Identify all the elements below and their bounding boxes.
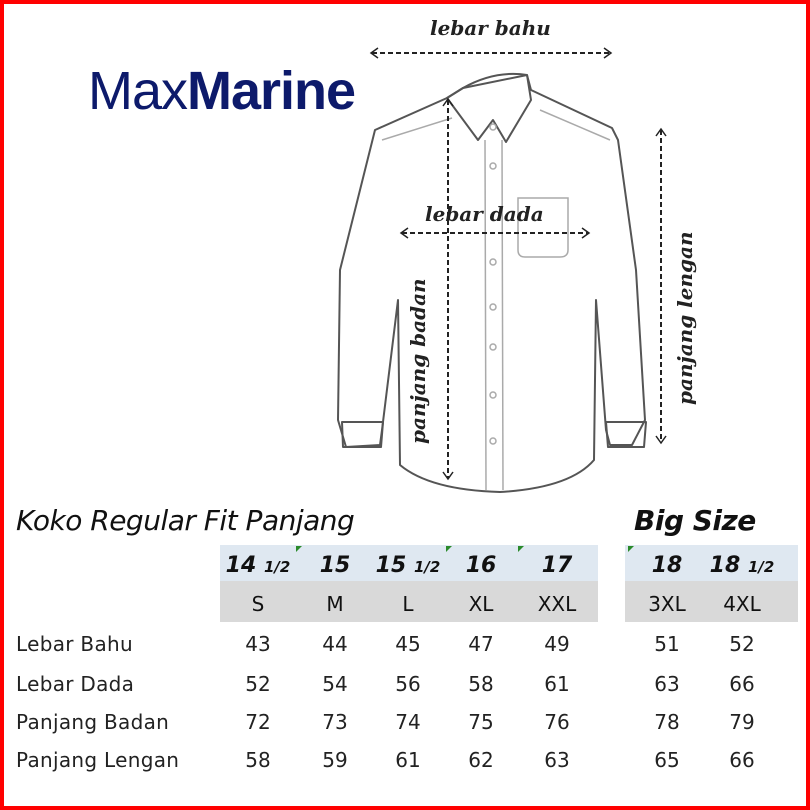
collar-whole: 15 <box>319 553 351 578</box>
placket <box>484 139 504 491</box>
label-panjang-lengan: panjang lengan <box>673 231 697 405</box>
cell-marker <box>628 546 634 552</box>
collar-fraction: 1/2 <box>413 558 441 576</box>
table-title: Koko Regular Fit Panjang <box>16 504 355 537</box>
table-cell: 66 <box>729 748 755 772</box>
label-lebar-dada: lebar dada <box>425 202 544 226</box>
size-label: XXL <box>537 592 577 616</box>
row-label: Lebar Bahu <box>16 632 133 656</box>
size-band-big <box>625 581 798 622</box>
row-label: Panjang Badan <box>16 710 170 734</box>
size-label: L <box>402 592 414 616</box>
brand-part1: Max <box>88 61 188 121</box>
table-cell: 79 <box>729 710 755 734</box>
table-cell: 78 <box>654 710 680 734</box>
size-band-regular <box>220 581 598 622</box>
table-cell: 76 <box>544 710 570 734</box>
table-cell: 58 <box>468 672 494 696</box>
collar-fraction: 1/2 <box>747 558 775 576</box>
size-label: 3XL <box>648 592 686 616</box>
table-cell: 51 <box>654 632 680 656</box>
cell-marker <box>296 546 302 552</box>
brand-logo: MaxMarine <box>88 60 356 122</box>
table-cell: 54 <box>322 672 348 696</box>
table-cell: 62 <box>468 748 494 772</box>
cell-marker <box>518 546 524 552</box>
collar-size: 15 1/2 <box>373 553 443 578</box>
shirt-diagram <box>337 47 667 493</box>
collar-band-regular <box>220 545 598 581</box>
table-cell: 45 <box>395 632 421 656</box>
collar-size: 14 1/2 <box>223 553 293 578</box>
table-cell: 59 <box>322 748 348 772</box>
table-cell: 52 <box>245 672 271 696</box>
brand-part2: Marine <box>187 61 356 121</box>
table-cell: 61 <box>395 748 421 772</box>
table-cell: 44 <box>322 632 348 656</box>
right-cuff <box>605 421 647 448</box>
table-cell: 63 <box>544 748 570 772</box>
table-cell: 43 <box>245 632 271 656</box>
collar-whole: 18 <box>709 553 741 578</box>
table-cell: 65 <box>654 748 680 772</box>
collar-whole: 17 <box>541 553 573 578</box>
collar-whole: 16 <box>465 553 497 578</box>
shirt-outline <box>337 74 646 493</box>
pocket <box>517 197 569 258</box>
row-label: Lebar Dada <box>16 672 135 696</box>
collar-size: 16 <box>446 553 516 578</box>
collar-size: 18 <box>632 553 702 578</box>
table-cell: 63 <box>654 672 680 696</box>
collar-whole: 15 <box>375 553 407 578</box>
size-label: S <box>251 592 265 616</box>
size-label: 4XL <box>723 592 761 616</box>
left-cuff <box>341 421 384 448</box>
shirt-collar <box>446 72 532 143</box>
table-cell: 73 <box>322 710 348 734</box>
size-label: M <box>326 592 344 616</box>
label-panjang-badan: panjang badan <box>406 278 430 444</box>
table-cell: 61 <box>544 672 570 696</box>
table-cell: 58 <box>245 748 271 772</box>
collar-whole: 14 <box>225 553 257 578</box>
collar-size: 17 <box>522 553 592 578</box>
table-cell: 52 <box>729 632 755 656</box>
label-lebar-bahu: lebar bahu <box>430 16 551 40</box>
table-cell: 75 <box>468 710 494 734</box>
size-label: XL <box>468 592 494 616</box>
collar-fraction: 1/2 <box>263 558 291 576</box>
big-size-title: Big Size <box>634 504 756 537</box>
table-cell: 56 <box>395 672 421 696</box>
table-cell: 66 <box>729 672 755 696</box>
collar-size: 18 1/2 <box>707 553 777 578</box>
collar-size: 15 <box>300 553 370 578</box>
cell-marker <box>446 546 452 552</box>
collar-whole: 18 <box>651 553 683 578</box>
table-cell: 72 <box>245 710 271 734</box>
row-label: Panjang Lengan <box>16 748 180 772</box>
table-cell: 47 <box>468 632 494 656</box>
collar-band-big <box>625 545 798 581</box>
shoulder-yoke <box>381 109 611 141</box>
table-cell: 74 <box>395 710 421 734</box>
table-cell: 49 <box>544 632 570 656</box>
